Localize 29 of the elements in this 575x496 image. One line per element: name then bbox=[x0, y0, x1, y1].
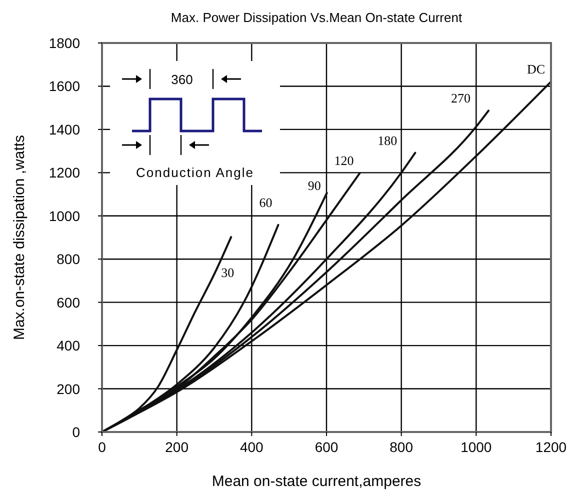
annotation: 360 bbox=[171, 72, 193, 87]
y-tick-label: 200 bbox=[56, 380, 80, 397]
y-tick-label: 1600 bbox=[48, 78, 80, 94]
chart-title: Max. Power Dissipation Vs.Mean On-state Current bbox=[170, 10, 462, 25]
y-tick-label: 0 bbox=[72, 424, 80, 440]
y-tick-label: 400 bbox=[56, 338, 80, 354]
series-label: DC bbox=[526, 62, 545, 77]
x-tick-label: 800 bbox=[390, 439, 414, 455]
y-axis-title: Max.on-state dissipation ,watts bbox=[11, 134, 28, 340]
series-label: 60 bbox=[259, 194, 272, 210]
series-label: 270 bbox=[451, 90, 471, 106]
x-tick-label: 0 bbox=[98, 439, 106, 455]
annotation: Conduction Angle bbox=[136, 165, 254, 180]
y-tick-label: 600 bbox=[56, 294, 80, 310]
y-tick-label: 1800 bbox=[48, 35, 80, 51]
series-label: 180 bbox=[378, 132, 398, 148]
x-axis-title: Mean on-state current,amperes bbox=[212, 473, 422, 490]
x-tick-label: 200 bbox=[165, 439, 189, 455]
series-label: 90 bbox=[308, 178, 321, 193]
x-tick-label: 1000 bbox=[460, 439, 492, 455]
y-tick-label: 800 bbox=[56, 251, 80, 268]
x-tick-label: 600 bbox=[314, 439, 338, 455]
series-label: 30 bbox=[221, 265, 234, 280]
y-tick-label: 1000 bbox=[48, 208, 80, 224]
x-tick-label: 400 bbox=[240, 439, 264, 455]
x-tick-label: 1200 bbox=[535, 439, 567, 455]
y-tick-label: 1400 bbox=[48, 121, 80, 138]
y-tick-label: 1200 bbox=[48, 164, 80, 181]
series-label: 120 bbox=[334, 153, 354, 168]
